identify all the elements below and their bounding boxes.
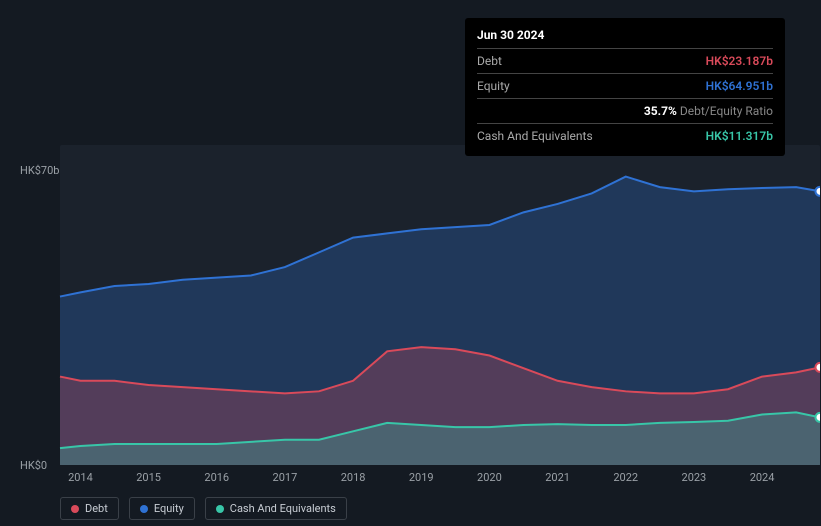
tooltip-row-label: Debt bbox=[477, 52, 502, 70]
tooltip-row-label: Equity bbox=[477, 77, 510, 95]
tooltip-row-value: 35.7% Debt/Equity Ratio bbox=[644, 102, 773, 120]
tooltip-row: Debt HK$23.187b bbox=[477, 48, 773, 73]
tooltip-row-value: HK$64.951b bbox=[706, 77, 773, 95]
legend-dot-icon bbox=[140, 505, 148, 513]
legend: Debt Equity Cash And Equivalents bbox=[60, 497, 347, 520]
legend-item-label: Cash And Equivalents bbox=[230, 502, 336, 515]
legend-dot-icon bbox=[216, 505, 224, 513]
x-axis-label: 2016 bbox=[197, 471, 237, 484]
x-axis-label: 2015 bbox=[129, 471, 169, 484]
tooltip-row-value: HK$11.317b bbox=[706, 127, 773, 145]
x-axis-label: 2023 bbox=[674, 471, 714, 484]
legend-item-debt[interactable]: Debt bbox=[60, 497, 119, 520]
legend-item-label: Debt bbox=[85, 502, 108, 515]
tooltip-row: Equity HK$64.951b bbox=[477, 73, 773, 98]
tooltip-row-value: HK$23.187b bbox=[706, 52, 773, 70]
x-axis-label: 2021 bbox=[538, 471, 578, 484]
legend-item-equity[interactable]: Equity bbox=[129, 497, 195, 520]
tooltip-row: Cash And Equivalents HK$11.317b bbox=[477, 123, 773, 148]
tooltip-date: Jun 30 2024 bbox=[477, 26, 773, 48]
x-axis-label: 2017 bbox=[265, 471, 305, 484]
y-axis-label: HK$0 bbox=[20, 459, 47, 472]
x-axis-label: 2018 bbox=[333, 471, 373, 484]
x-axis-label: 2024 bbox=[742, 471, 782, 484]
x-axis-label: 2019 bbox=[401, 471, 441, 484]
tooltip-row-label: Cash And Equivalents bbox=[477, 127, 593, 145]
legend-item-label: Equity bbox=[154, 502, 184, 515]
y-axis-label: HK$70b bbox=[20, 164, 59, 177]
tooltip-row: 35.7% Debt/Equity Ratio bbox=[477, 98, 773, 123]
x-axis-label: 2022 bbox=[606, 471, 646, 484]
chart-tooltip: Jun 30 2024 Debt HK$23.187b Equity HK$64.95… bbox=[465, 18, 785, 156]
x-axis-label: 2020 bbox=[469, 471, 509, 484]
legend-item-cash[interactable]: Cash And Equivalents bbox=[205, 497, 347, 520]
legend-dot-icon bbox=[71, 505, 79, 513]
x-axis-label: 2014 bbox=[60, 471, 100, 484]
